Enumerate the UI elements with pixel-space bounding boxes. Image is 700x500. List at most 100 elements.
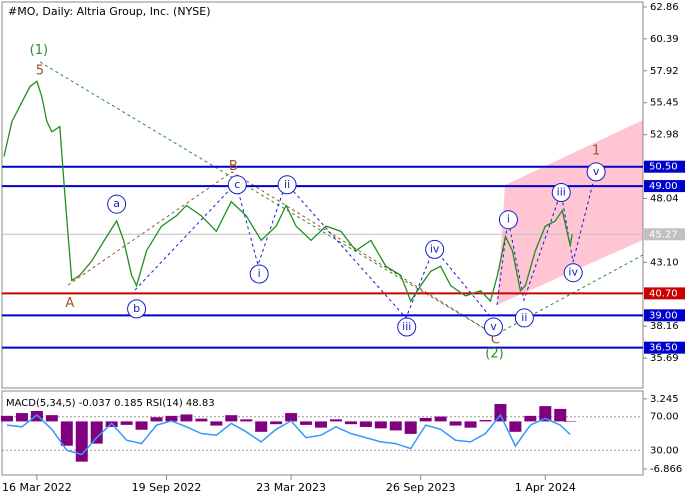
macd-bar xyxy=(524,415,537,422)
macd-bar xyxy=(165,415,178,422)
level-label: 45.27 xyxy=(649,229,678,240)
macd-bar xyxy=(225,415,238,422)
rsi-line xyxy=(6,413,571,456)
wave-label: ii xyxy=(521,311,527,324)
wave-circle xyxy=(551,183,571,203)
macd-bar xyxy=(150,417,163,422)
level-label-box xyxy=(644,180,685,193)
macd-bar xyxy=(120,421,133,425)
y-tick-label: 60.39 xyxy=(650,34,679,45)
x-tick-label: 23 Mar 2023 xyxy=(256,481,326,494)
level-label-box xyxy=(644,228,685,241)
macd-bar xyxy=(60,421,73,446)
wave-circle xyxy=(249,264,269,284)
level-label: 39.00 xyxy=(649,310,678,321)
wave-circle xyxy=(227,175,247,195)
macd-bar xyxy=(329,419,342,422)
macd-bar xyxy=(509,421,522,432)
indicator-title: MACD(5,34,5) -0.037 0.185 RSI(14) 48.83 xyxy=(6,398,215,409)
macd-bar xyxy=(90,421,103,444)
y-tick-label: 43.10 xyxy=(650,257,679,268)
y-tick-label: 52.98 xyxy=(650,130,679,141)
x-tick-label: 19 Sep 2022 xyxy=(132,481,202,494)
macd-bar xyxy=(374,421,387,429)
level-label: 40.70 xyxy=(649,288,678,299)
macd-bar xyxy=(0,415,13,422)
x-tick-label: 26 Sep 2023 xyxy=(386,481,456,494)
wave-label: i xyxy=(507,213,510,226)
wave-circle xyxy=(127,299,147,319)
wave-circle xyxy=(277,175,297,195)
macd-bar xyxy=(479,420,492,422)
macd-bar xyxy=(464,421,477,428)
wave-label: A xyxy=(65,296,74,311)
wave-label: b xyxy=(133,302,140,315)
macd-bar xyxy=(359,421,372,427)
y-tick-label: -6.866 xyxy=(650,464,682,475)
level-label: 49.00 xyxy=(649,181,678,192)
macd-bar xyxy=(404,421,417,434)
level-label-box xyxy=(644,309,685,322)
x-tick-label: 16 Mar 2022 xyxy=(2,481,72,494)
price-line xyxy=(3,80,573,303)
macd-bar xyxy=(75,421,88,462)
macd-bar xyxy=(45,415,58,422)
y-tick-label: 38.16 xyxy=(650,321,679,332)
macd-bar xyxy=(285,413,298,422)
wave-label: iv xyxy=(430,242,440,255)
y-tick-label: 55.45 xyxy=(650,98,679,109)
macd-bar xyxy=(554,408,567,422)
wave-label: C xyxy=(491,332,500,347)
x-tick-label: 1 Apr 2024 xyxy=(515,481,576,494)
level-label: 50.50 xyxy=(649,162,678,173)
macd-bar xyxy=(15,413,28,422)
macd-bar xyxy=(344,421,357,425)
macd-bar xyxy=(564,421,577,422)
wave-label: v xyxy=(490,320,497,333)
wave-label: c xyxy=(234,178,240,191)
wave-circle xyxy=(563,263,583,283)
wave-label: i xyxy=(258,267,261,280)
wave-label: iv xyxy=(568,266,578,279)
wave-label: (2) xyxy=(485,347,503,362)
macd-bar xyxy=(494,404,507,422)
wave-label: iii xyxy=(557,186,566,199)
wave-circle xyxy=(498,210,518,230)
wave-label: B xyxy=(229,159,238,174)
y-tick-label: 57.92 xyxy=(650,66,679,77)
macd-bar xyxy=(240,419,253,422)
wave-label: ii xyxy=(284,178,290,191)
wave-label: (1) xyxy=(30,43,48,58)
wave-circle xyxy=(397,317,417,337)
wave-circle xyxy=(586,162,606,182)
price-frame xyxy=(1,1,644,389)
indicator-frame xyxy=(1,390,644,476)
macd-bar xyxy=(30,410,43,422)
y-tick-label: 35.69 xyxy=(650,353,679,364)
wave-circle xyxy=(425,239,445,259)
wave-label: a xyxy=(113,197,120,210)
macd-bar xyxy=(180,414,193,422)
macd-bar xyxy=(210,421,223,426)
y2-tick-label: 70.00 xyxy=(650,412,679,423)
chart-title: #MO, Daily: Altria Group, Inc. (NYSE) xyxy=(8,5,211,18)
y-tick-label: 62.86 xyxy=(650,2,679,13)
level-label-box xyxy=(644,287,685,300)
wave-label: 1 xyxy=(592,144,600,159)
level-label: 36.50 xyxy=(649,343,678,354)
y-tick-label: 3.245 xyxy=(650,394,679,405)
y-tick-label: 48.04 xyxy=(650,193,679,204)
macd-bar xyxy=(270,421,283,425)
wave-circle xyxy=(107,194,127,214)
macd-bar xyxy=(389,421,402,431)
level-label-box xyxy=(644,160,685,173)
wave-label: 5 xyxy=(36,64,44,79)
macd-bar xyxy=(539,406,552,422)
macd-bar xyxy=(434,416,447,422)
wave-circle xyxy=(514,308,534,328)
macd-bar xyxy=(135,421,148,430)
macd-bar xyxy=(300,421,313,425)
macd-bar xyxy=(419,417,432,422)
wave-label: iii xyxy=(402,320,411,333)
